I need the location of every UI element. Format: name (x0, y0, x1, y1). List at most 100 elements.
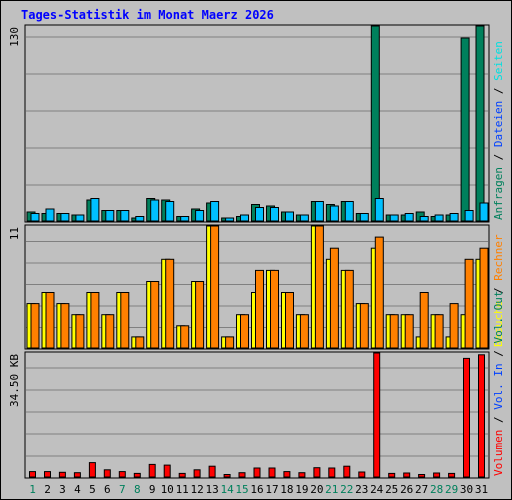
bar-middle-2-day-22 (344, 269, 354, 349)
x-tick-label-day-6: 6 (104, 483, 111, 496)
y-tick-label-bottom: 34.50 KB (8, 354, 21, 407)
bar-middle-2-day-6 (105, 314, 115, 349)
legend-item: Volumen (492, 430, 505, 476)
bar-bottom-1-day-30 (463, 357, 470, 478)
chart-title: Tages-Statistik im Monat Maerz 2026 (21, 8, 274, 22)
x-tick-label-day-1: 1 (29, 483, 36, 496)
plot-area-top (24, 24, 490, 223)
bar-top-2-day-18 (285, 211, 294, 222)
legend-separator: / (492, 281, 505, 301)
bar-top-2-day-1 (30, 213, 40, 222)
bar-bottom-1-day-31 (478, 354, 485, 478)
bar-middle-2-day-30 (464, 258, 474, 349)
bar-middle-2-day-17 (270, 269, 279, 349)
bar-top-2-day-24 (374, 198, 384, 222)
x-tick-label-day-13: 13 (205, 483, 218, 496)
bar-top-2-day-14 (225, 217, 235, 222)
bar-top-2-day-3 (60, 213, 70, 222)
bar-middle-2-day-10 (165, 258, 175, 349)
bar-top-2-day-12 (195, 210, 205, 222)
bar-bottom-1-day-14 (223, 474, 231, 478)
bar-middle-2-day-29 (449, 303, 459, 349)
bar-middle-2-day-4 (75, 314, 85, 349)
bar-middle-2-day-18 (285, 292, 294, 349)
bar-middle-2-day-13 (210, 225, 220, 349)
x-tick-label-day-29: 29 (445, 483, 458, 496)
x-tick-label-day-12: 12 (190, 483, 203, 496)
bar-middle-2-day-27 (419, 292, 429, 349)
bar-top-2-day-4 (75, 214, 85, 222)
bar-top-2-day-31 (479, 202, 489, 222)
legend-separator: / (492, 344, 505, 364)
bar-middle-2-day-19 (299, 314, 309, 349)
x-tick-label-day-5: 5 (89, 483, 96, 496)
bar-middle-2-day-1 (30, 303, 40, 349)
bar-middle-2-day-12 (195, 281, 205, 349)
bar-bottom-1-day-23 (358, 471, 366, 478)
x-tick-label-day-17: 17 (265, 483, 278, 496)
bar-top-2-day-6 (105, 210, 115, 222)
x-tick-label-day-8: 8 (134, 483, 141, 496)
bar-bottom-1-day-2 (44, 471, 51, 478)
bar-middle-2-day-14 (225, 336, 235, 349)
bar-top-2-day-28 (434, 214, 444, 222)
bar-bottom-1-day-11 (178, 472, 186, 478)
x-tick-label-day-26: 26 (400, 483, 413, 496)
bar-top-2-day-11 (180, 216, 190, 222)
bar-middle-2-day-25 (389, 314, 399, 349)
bar-top-1-day-24 (370, 25, 380, 222)
legend-item: Anfragen (492, 167, 505, 220)
x-tick-label-day-14: 14 (220, 483, 234, 496)
x-tick-label-day-11: 11 (176, 483, 189, 496)
bar-top-1-day-30 (460, 37, 470, 222)
bar-top-2-day-29 (449, 213, 459, 222)
legend-separator: / (492, 410, 505, 430)
bar-top-2-day-19 (299, 214, 309, 222)
bar-middle-2-day-5 (90, 292, 100, 349)
bar-top-2-day-13 (210, 201, 220, 222)
x-tick-label-day-10: 10 (161, 483, 174, 496)
bar-middle-2-day-21 (329, 247, 339, 349)
x-tick-label-day-20: 20 (310, 483, 323, 496)
bar-bottom-1-day-7 (118, 471, 126, 478)
x-tick-label-day-3: 3 (59, 483, 66, 496)
plot-area-bottom (24, 351, 490, 479)
y-tick-label-middle: 11 (8, 227, 21, 240)
legend-item: Dateien (492, 101, 505, 147)
x-tick-label-day-23: 23 (355, 483, 368, 496)
x-tick-label-day-21: 21 (325, 483, 338, 496)
bar-bottom-1-day-9 (148, 463, 156, 478)
bar-bottom-1-day-5 (88, 462, 96, 478)
bar-bottom-1-day-28 (433, 472, 441, 478)
x-tick-label-day-4: 4 (74, 483, 81, 496)
legend-separator: / (492, 147, 505, 167)
bar-bottom-1-day-19 (298, 472, 306, 478)
legend-bottom: Volumen / Vol. In / Vol. Out (492, 291, 505, 476)
bar-top-2-day-7 (120, 210, 130, 222)
bar-bottom-1-day-15 (238, 472, 246, 478)
bar-bottom-1-day-29 (448, 472, 456, 478)
bar-bottom-1-day-27 (418, 474, 426, 478)
bar-bottom-1-day-24 (373, 352, 381, 478)
legend-item: Vol. Out (492, 291, 505, 344)
bar-top-2-day-21 (329, 205, 339, 222)
x-tick-label-day-19: 19 (295, 483, 308, 496)
bar-top-2-day-25 (389, 214, 399, 222)
x-tick-label-day-7: 7 (119, 483, 126, 496)
x-tick-label-day-22: 22 (340, 483, 353, 496)
bar-top-2-day-10 (165, 201, 175, 222)
x-tick-label-day-18: 18 (280, 483, 293, 496)
bar-middle-2-day-2 (45, 292, 55, 349)
bar-middle-2-day-31 (479, 247, 489, 349)
bar-bottom-1-day-4 (73, 472, 81, 478)
bar-top-1-day-31 (475, 25, 485, 222)
legend-top: Anfragen / Dateien / Seiten (492, 41, 505, 220)
bar-middle-2-day-16 (255, 269, 264, 349)
bar-top-2-day-20 (314, 201, 324, 222)
bar-bottom-1-day-18 (283, 471, 291, 478)
bar-top-2-day-16 (255, 207, 264, 222)
legend-separator: / (492, 81, 505, 101)
bar-bottom-1-day-20 (313, 467, 321, 478)
